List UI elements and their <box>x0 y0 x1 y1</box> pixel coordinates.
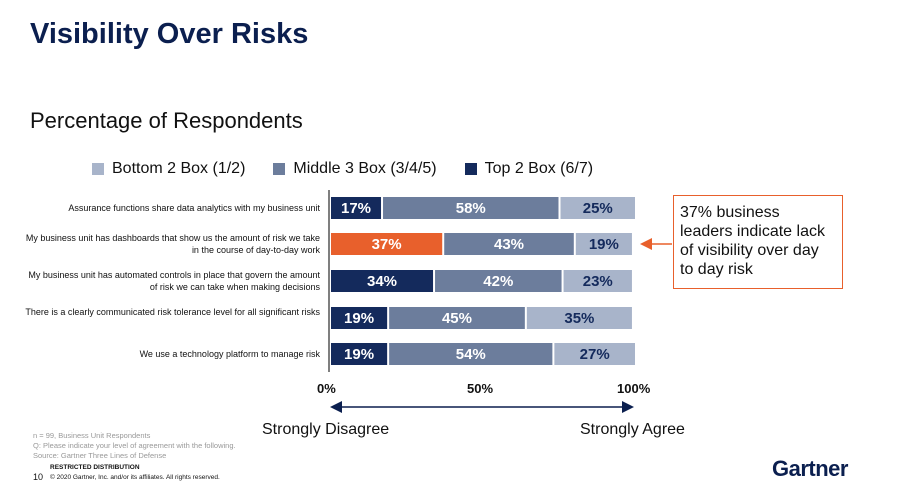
row-label: My business unit has automated controls … <box>28 270 320 292</box>
slide-title: Visibility Over Risks <box>30 18 309 50</box>
scale-label-right: Strongly Agree <box>580 421 685 438</box>
footnote: n = 99, Business Unit Respondents <box>33 431 151 440</box>
data-label: 37% <box>372 236 402 253</box>
data-label: 45% <box>442 310 472 327</box>
copyright: © 2020 Gartner, Inc. and/or its affiliat… <box>50 474 220 481</box>
data-label: 19% <box>344 346 374 363</box>
data-label: 17% <box>341 200 371 217</box>
bar-segment <box>331 343 388 365</box>
legend-label: Top 2 Box (6/7) <box>484 160 594 177</box>
chart-subtitle: Percentage of Respondents <box>30 108 303 133</box>
x-tick-0: 0% <box>317 381 336 396</box>
legend-swatch <box>464 163 477 175</box>
data-label: 34% <box>367 273 397 290</box>
data-label: 25% <box>583 200 613 217</box>
row-label: There is a clearly communicated risk tol… <box>25 307 320 317</box>
bar-segment <box>331 270 434 292</box>
bar-segment <box>554 343 635 365</box>
data-label: 23% <box>583 273 613 290</box>
data-label: 54% <box>456 346 486 363</box>
legend: Bottom 2 Box (1/2) Middle 3 Box (3/4/5) … <box>92 160 593 178</box>
bar-segment <box>331 197 382 219</box>
gartner-logo: Gartner <box>772 456 848 481</box>
callout-box: 37% business leaders indicate lack of vi… <box>673 195 843 289</box>
legend-label: Middle 3 Box (3/4/5) <box>293 160 437 177</box>
data-label: 43% <box>494 236 524 253</box>
bar-segment <box>526 307 632 329</box>
x-tick-50: 50% <box>467 381 494 396</box>
legend-swatch <box>92 163 104 175</box>
x-tick-100: 100% <box>617 381 651 396</box>
legend-swatch <box>273 163 286 175</box>
data-label: 27% <box>580 346 610 363</box>
data-label: 19% <box>589 236 619 253</box>
bar-segment <box>383 197 559 219</box>
row-label: My business unit has dashboards that sho… <box>25 233 320 255</box>
row-label: We use a technology platform to manage r… <box>139 349 320 359</box>
bar-segment <box>560 197 635 219</box>
bar-segment <box>435 270 562 292</box>
data-label: 42% <box>483 273 513 290</box>
data-label: 19% <box>344 310 374 327</box>
bar-segment <box>389 307 525 329</box>
bar-segment <box>444 233 574 255</box>
bar-segment <box>331 233 443 255</box>
legend-item-middle3: Middle 3 Box (3/4/5) <box>273 160 437 178</box>
bar-segment <box>575 233 632 255</box>
footnotes: n = 99, Business Unit Respondents Q: Ple… <box>33 431 236 461</box>
page-number: 10 <box>33 472 44 482</box>
footnote: Source: Gartner Three Lines of Defense <box>33 451 167 460</box>
restricted-label: RESTRICTED DISTRIBUTION <box>50 464 140 471</box>
data-label: 35% <box>564 310 594 327</box>
legend-item-top2: Top 2 Box (6/7) <box>464 160 594 178</box>
legend-label: Bottom 2 Box (1/2) <box>112 160 246 177</box>
bar-segment <box>563 270 632 292</box>
legend-item-bottom2: Bottom 2 Box (1/2) <box>92 160 245 178</box>
data-label: 58% <box>456 200 486 217</box>
bar-segment <box>389 343 553 365</box>
scale-label-left: Strongly Disagree <box>262 421 390 438</box>
row-label: Assurance functions share data analytics… <box>68 203 320 213</box>
footnote: Q: Please indicate your level of agreeme… <box>33 441 236 450</box>
bar-segment <box>331 307 388 329</box>
